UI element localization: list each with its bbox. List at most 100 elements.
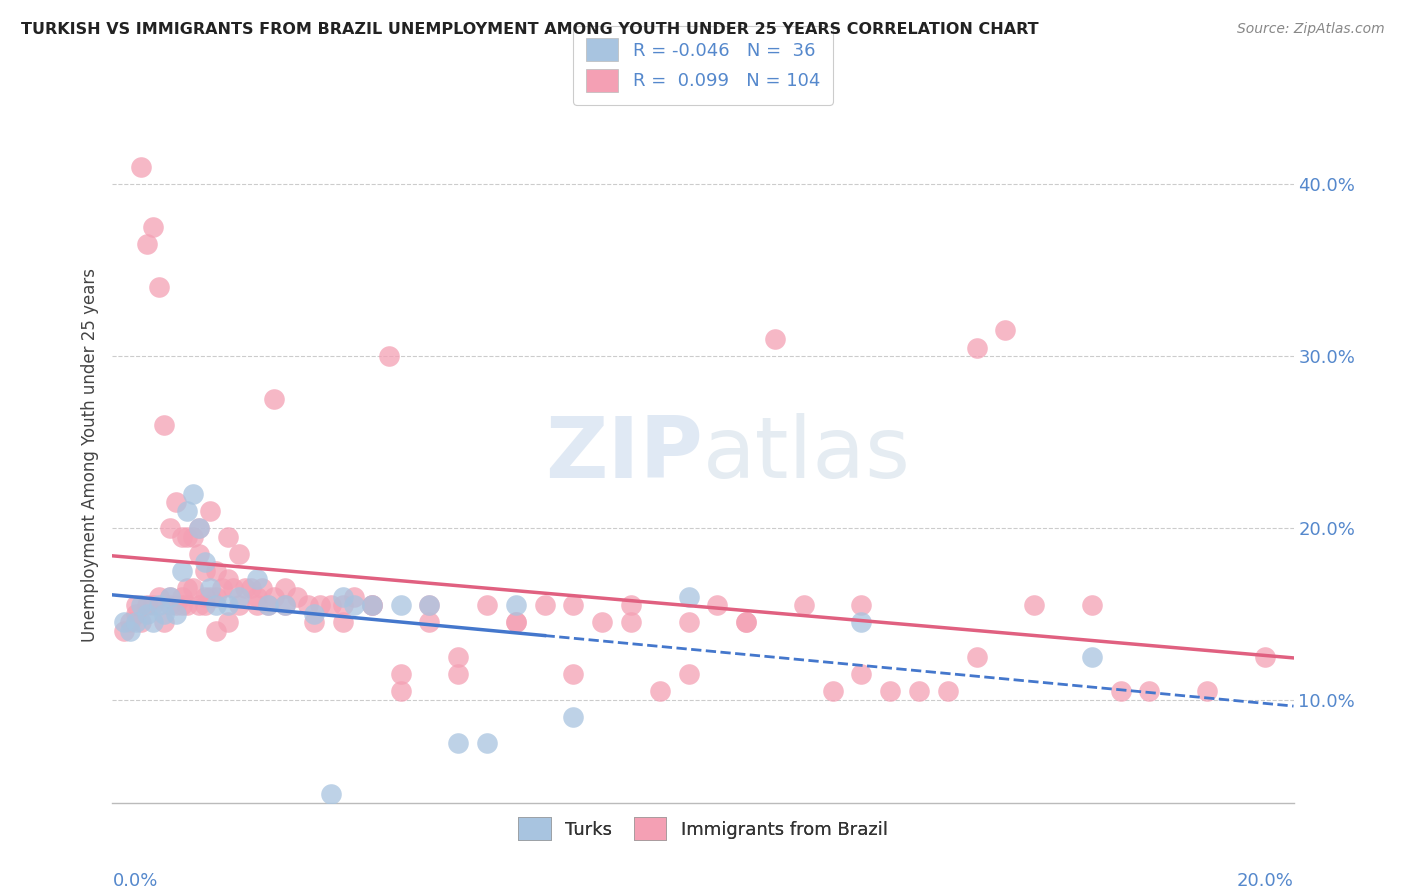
Point (228, 590, 250, 604)
Point (112, 624, 135, 638)
Point (124, 599, 146, 613)
Point (176, 599, 198, 613)
Point (274, 599, 297, 613)
Point (170, 529, 193, 543)
Point (908, 684, 931, 698)
Point (389, 667, 412, 681)
Point (176, 581, 198, 595)
Point (170, 599, 193, 613)
Point (620, 615, 643, 630)
Point (142, 615, 165, 630)
Point (994, 323, 1017, 337)
Text: ZIP: ZIP (546, 413, 703, 497)
Point (418, 599, 440, 613)
Point (263, 392, 285, 406)
Point (343, 590, 366, 604)
Point (217, 529, 239, 543)
Point (763, 332, 786, 346)
Point (1197, 684, 1219, 698)
Point (187, 547, 209, 561)
Point (332, 599, 354, 613)
Point (562, 599, 585, 613)
Point (735, 615, 758, 630)
Point (389, 599, 412, 613)
Point (181, 529, 204, 543)
Point (343, 599, 366, 613)
Point (136, 599, 159, 613)
Point (129, 615, 152, 630)
Y-axis label: Unemployment Among Youth under 25 years: Unemployment Among Youth under 25 years (80, 268, 98, 642)
Point (678, 667, 700, 681)
Point (562, 710, 585, 724)
Point (194, 590, 217, 604)
Point (153, 607, 176, 621)
Point (159, 599, 181, 613)
Point (200, 581, 222, 595)
Point (648, 684, 671, 698)
Text: 20.0%: 20.0% (1237, 871, 1294, 889)
Point (228, 599, 250, 613)
Point (245, 573, 267, 587)
Point (181, 486, 204, 500)
Point (533, 599, 555, 613)
Point (187, 599, 209, 613)
Point (936, 684, 959, 698)
Point (1081, 599, 1104, 613)
Point (181, 581, 204, 595)
Point (205, 590, 228, 604)
Point (136, 237, 159, 252)
Point (302, 615, 325, 630)
Point (378, 349, 401, 363)
Point (245, 599, 267, 613)
Point (851, 599, 873, 613)
Point (966, 649, 988, 664)
Point (332, 590, 354, 604)
Text: TURKISH VS IMMIGRANTS FROM BRAZIL UNEMPLOYMENT AMONG YOUTH UNDER 25 YEARS CORREL: TURKISH VS IMMIGRANTS FROM BRAZIL UNEMPL… (21, 22, 1039, 37)
Point (211, 581, 233, 595)
Point (1081, 649, 1104, 664)
Point (187, 521, 209, 535)
Point (159, 521, 181, 535)
Point (505, 615, 527, 630)
Point (360, 599, 382, 613)
Point (136, 607, 159, 621)
Point (562, 667, 585, 681)
Point (228, 547, 250, 561)
Point (879, 684, 901, 698)
Point (505, 615, 527, 630)
Point (159, 590, 181, 604)
Text: atlas: atlas (703, 413, 911, 497)
Point (205, 564, 228, 578)
Point (118, 615, 141, 630)
Point (389, 684, 412, 698)
Point (194, 599, 217, 613)
Point (187, 521, 209, 535)
Point (274, 581, 297, 595)
Point (194, 555, 217, 569)
Point (475, 736, 498, 750)
Point (165, 599, 187, 613)
Text: Source: ZipAtlas.com: Source: ZipAtlas.com (1237, 22, 1385, 37)
Point (112, 615, 135, 630)
Point (153, 615, 176, 630)
Legend: Turks, Immigrants from Brazil: Turks, Immigrants from Brazil (509, 808, 897, 849)
Point (239, 581, 262, 595)
Point (124, 607, 146, 621)
Point (153, 417, 176, 432)
Point (118, 624, 141, 638)
Point (217, 573, 239, 587)
Point (200, 504, 222, 518)
Point (302, 607, 325, 621)
Point (706, 599, 728, 613)
Point (129, 160, 152, 174)
Point (257, 599, 280, 613)
Point (620, 599, 643, 613)
Point (170, 590, 193, 604)
Point (1109, 684, 1132, 698)
Point (222, 581, 245, 595)
Point (793, 599, 815, 613)
Point (966, 341, 988, 355)
Point (124, 615, 146, 630)
Point (142, 599, 165, 613)
Point (257, 599, 280, 613)
